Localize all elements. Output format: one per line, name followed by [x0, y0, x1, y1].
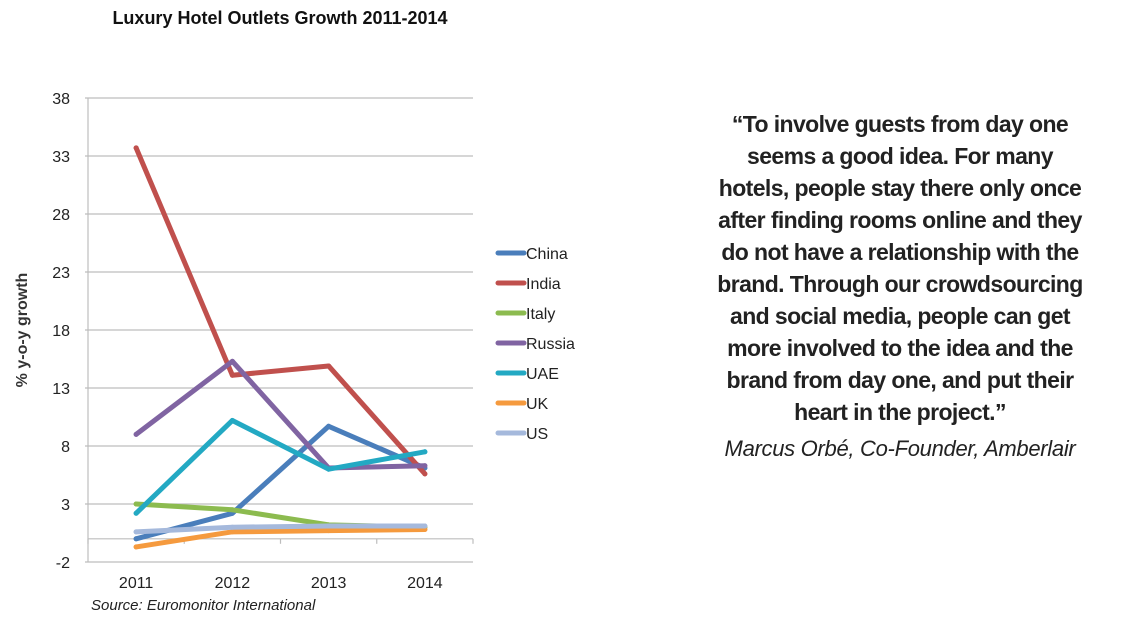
legend-label: Russia [526, 336, 575, 353]
y-tick-label: 33 [52, 149, 70, 166]
line-chart: 38 33 28 23 18 13 8 3 -2 2011 2012 2013 2014 % y-o-y … [14, 91, 575, 592]
data-point-uae [133, 510, 139, 516]
series-line-china [133, 423, 428, 542]
y-axis-label: % y-o-y growth [14, 273, 31, 388]
data-point-india [422, 471, 428, 477]
quote-line: and social media, people can get [730, 303, 1071, 329]
y-tick-label: 38 [52, 91, 70, 108]
series-line-uae [133, 417, 428, 516]
data-point-china [133, 536, 139, 542]
quote-line: brand from day one, and put their [726, 367, 1075, 393]
data-point-uae [326, 466, 332, 472]
quote-line: heart in the project.” [794, 399, 1006, 425]
data-point-india [326, 363, 332, 369]
series-line-russia [133, 358, 428, 471]
data-point-us [422, 523, 428, 529]
y-tick-label: 8 [61, 439, 70, 456]
quote-line: seems a good idea. For many [747, 143, 1054, 169]
chart-source: Source: Euromonitor International [91, 597, 316, 614]
quote-line: after finding rooms online and they [718, 207, 1082, 233]
data-point-india [133, 145, 139, 151]
quote-line: brand. Through our crowdsourcing [717, 271, 1083, 297]
series-line-us [133, 523, 428, 535]
x-tick-label: 2012 [215, 575, 251, 592]
data-point-italy [133, 501, 139, 507]
x-tick-label: 2014 [407, 575, 443, 592]
series-line-india [133, 145, 428, 477]
data-point-uk [326, 528, 332, 534]
legend-label: US [526, 426, 548, 443]
chart-title: Luxury Hotel Outlets Growth 2011-2014 [112, 8, 448, 28]
data-point-uae [229, 417, 235, 423]
legend-label: Italy [526, 306, 555, 323]
y-tick-label: 13 [52, 381, 70, 398]
data-point-us [133, 529, 139, 535]
legend-label: UK [526, 396, 549, 413]
data-point-russia [133, 431, 139, 437]
y-tick-label: 23 [52, 265, 70, 282]
data-point-us [326, 523, 332, 529]
quote-line: do not have a relationship with the [721, 239, 1079, 265]
data-point-italy [229, 507, 235, 513]
quote-line: more involved to the idea and the [727, 335, 1073, 361]
data-point-us [229, 524, 235, 530]
data-point-china [326, 423, 332, 429]
quote-line: hotels, people stay there only once [718, 175, 1082, 201]
quote-block: “To involve guests from day one seems a … [630, 108, 1148, 428]
data-point-russia [422, 463, 428, 469]
y-tick-label: -2 [56, 555, 70, 572]
data-point-uae [422, 449, 428, 455]
legend-label: UAE [526, 366, 559, 383]
series-line-uk [133, 527, 428, 550]
y-tick-label: 18 [52, 323, 70, 340]
legend-label: India [526, 276, 561, 293]
y-tick-label: 28 [52, 207, 70, 224]
data-point-india [229, 372, 235, 378]
quote-author: Marcus Orbé, Co-Founder, Amberlair [724, 436, 1076, 461]
x-tick-label: 2013 [311, 575, 347, 592]
data-point-uk [133, 544, 139, 550]
data-point-uk [229, 529, 235, 535]
data-point-russia [229, 358, 235, 364]
y-tick-label: 3 [61, 497, 70, 514]
quote-line: “To involve guests from day one [731, 111, 1069, 137]
legend-label: China [526, 246, 568, 263]
x-tick-label: 2011 [119, 575, 154, 592]
